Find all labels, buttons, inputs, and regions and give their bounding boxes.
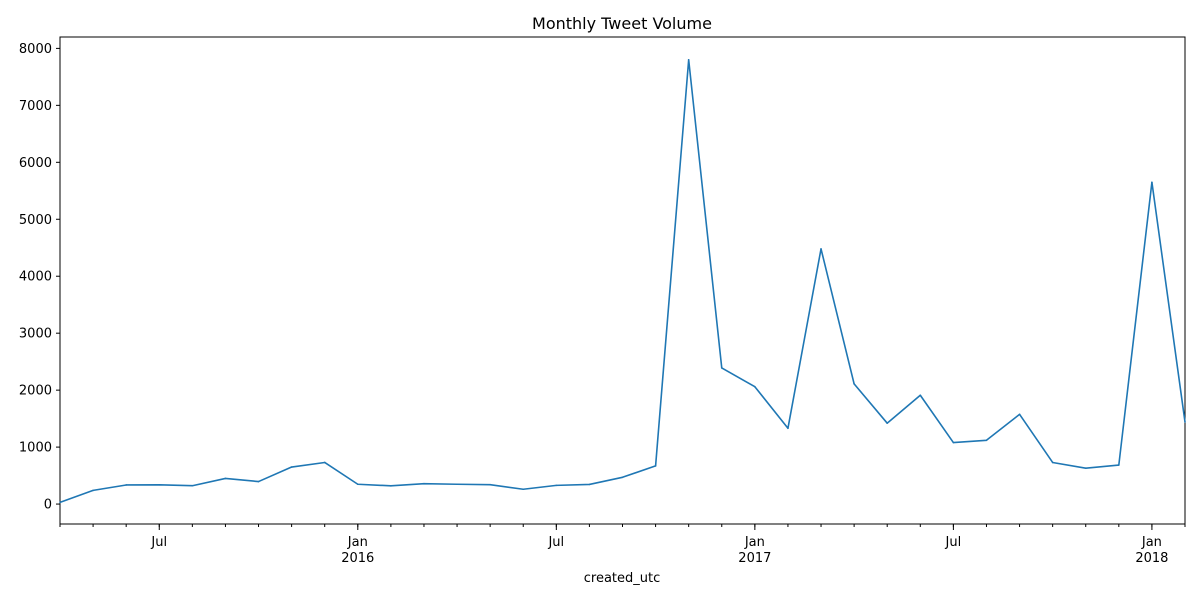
x-axis-label: created_utc bbox=[584, 571, 661, 586]
y-tick-label-4000: 4000 bbox=[19, 270, 52, 285]
data-point-2017-01 bbox=[754, 386, 756, 388]
data-point-2016-10 bbox=[655, 465, 657, 467]
data-point-2016-08 bbox=[589, 484, 591, 486]
data-point-2017-03 bbox=[820, 248, 822, 250]
data-point-2017-04 bbox=[853, 383, 855, 385]
data-point-2016-11 bbox=[688, 59, 690, 61]
x-tick-year-2017-01: 2017 bbox=[738, 551, 771, 566]
x-tick-year-2018-01: 2018 bbox=[1135, 551, 1168, 566]
x-tick-label-2017-01: Jan bbox=[744, 535, 765, 550]
x-tick-label-2015-07: Jul bbox=[150, 535, 167, 550]
data-point-2016-03 bbox=[423, 483, 425, 485]
y-axis: 0 1000 2000 3000 4000 5000 6000 7000 8000 bbox=[19, 42, 60, 513]
data-point-2016-07 bbox=[556, 485, 558, 487]
plot-area bbox=[59, 37, 1186, 524]
data-point-2015-09 bbox=[225, 478, 227, 480]
data-point-2017-02 bbox=[787, 428, 789, 430]
data-point-2016-09 bbox=[622, 476, 624, 478]
data-point-2017-06 bbox=[919, 394, 921, 396]
x-tick-label-2017-07: Jul bbox=[945, 535, 962, 550]
series-line bbox=[60, 60, 1185, 503]
data-point-2017-08 bbox=[986, 439, 988, 441]
data-point-2017-05 bbox=[886, 422, 888, 424]
data-point-2018-01 bbox=[1151, 181, 1153, 183]
data-point-2018-02 bbox=[1184, 421, 1186, 423]
data-point-2015-08 bbox=[192, 485, 194, 487]
data-point-2016-04 bbox=[456, 483, 458, 485]
y-tick-label-2000: 2000 bbox=[19, 384, 52, 399]
x-tick-label-2018-01: Jan bbox=[1141, 535, 1162, 550]
y-tick-label-0: 0 bbox=[44, 498, 52, 513]
data-point-2016-02 bbox=[390, 485, 392, 487]
data-point-2017-11 bbox=[1085, 467, 1087, 469]
data-point-2017-10 bbox=[1052, 462, 1054, 464]
data-point-2016-12 bbox=[721, 367, 723, 369]
y-tick-label-8000: 8000 bbox=[19, 42, 52, 57]
data-point-2017-12 bbox=[1118, 464, 1120, 466]
data-point-2015-07 bbox=[158, 484, 160, 486]
chart-title: Monthly Tweet Volume bbox=[532, 14, 712, 33]
y-tick-label-5000: 5000 bbox=[19, 213, 52, 228]
data-point-2017-07 bbox=[953, 442, 955, 444]
x-tick-label-2016-01: Jan bbox=[347, 535, 368, 550]
data-point-2015-11 bbox=[291, 466, 293, 468]
y-tick-label-1000: 1000 bbox=[19, 441, 52, 456]
data-point-2016-05 bbox=[489, 484, 491, 486]
data-point-2016-01 bbox=[357, 483, 359, 485]
plot-frame bbox=[60, 37, 1185, 524]
x-tick-label-2016-07: Jul bbox=[547, 535, 564, 550]
data-point-2015-04 bbox=[59, 502, 61, 504]
data-point-2015-10 bbox=[258, 481, 260, 483]
data-point-2015-05 bbox=[92, 490, 94, 492]
y-tick-label-7000: 7000 bbox=[19, 99, 52, 114]
data-point-2017-09 bbox=[1019, 414, 1021, 416]
data-point-2016-06 bbox=[522, 488, 524, 490]
x-tick-year-2016-01: 2016 bbox=[341, 551, 374, 566]
data-point-2015-06 bbox=[125, 484, 127, 486]
data-point-2015-12 bbox=[324, 462, 326, 464]
y-tick-label-3000: 3000 bbox=[19, 327, 52, 342]
y-tick-label-6000: 6000 bbox=[19, 156, 52, 171]
